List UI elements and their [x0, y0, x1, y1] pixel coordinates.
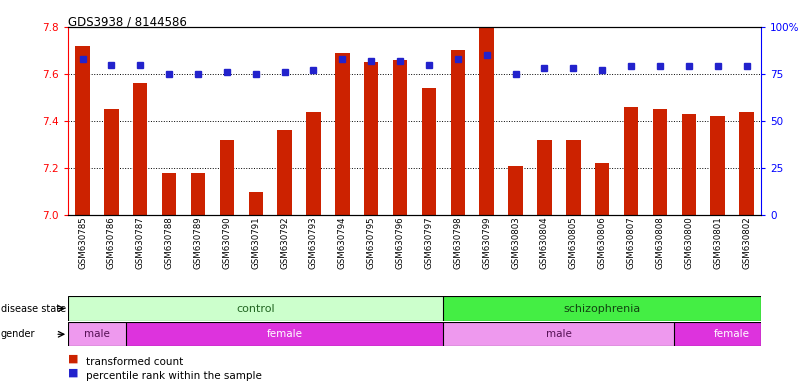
- Text: GSM630798: GSM630798: [453, 217, 462, 269]
- Text: GSM630803: GSM630803: [511, 217, 520, 270]
- Bar: [480, 27, 494, 384]
- Text: GSM630793: GSM630793: [309, 217, 318, 269]
- Text: GSM630796: GSM630796: [396, 217, 405, 269]
- Text: disease state: disease state: [1, 303, 66, 314]
- Text: GSM630795: GSM630795: [367, 217, 376, 269]
- Text: GSM630787: GSM630787: [135, 217, 145, 270]
- Text: GSM630802: GSM630802: [742, 217, 751, 270]
- Text: GSM630785: GSM630785: [78, 217, 87, 270]
- Text: GDS3938 / 8144586: GDS3938 / 8144586: [68, 15, 187, 28]
- Text: GSM630786: GSM630786: [107, 217, 116, 270]
- Text: ■: ■: [68, 354, 78, 364]
- Bar: [248, 192, 263, 384]
- Bar: [392, 60, 407, 384]
- Bar: [444, 296, 761, 321]
- Bar: [126, 322, 444, 346]
- Text: GSM630791: GSM630791: [252, 217, 260, 269]
- Text: transformed count: transformed count: [86, 357, 183, 367]
- Text: GSM630797: GSM630797: [425, 217, 433, 269]
- Bar: [75, 46, 90, 384]
- Text: GSM630790: GSM630790: [223, 217, 231, 269]
- Bar: [162, 173, 176, 384]
- Bar: [335, 53, 349, 384]
- Bar: [566, 140, 581, 384]
- Text: GSM630788: GSM630788: [165, 217, 174, 270]
- Text: percentile rank within the sample: percentile rank within the sample: [86, 371, 262, 381]
- Bar: [444, 322, 674, 346]
- Bar: [451, 50, 465, 384]
- Bar: [739, 111, 754, 384]
- Bar: [422, 88, 437, 384]
- Bar: [682, 114, 696, 384]
- Bar: [191, 173, 205, 384]
- Bar: [710, 116, 725, 384]
- Text: GSM630800: GSM630800: [684, 217, 694, 270]
- Text: GSM630807: GSM630807: [626, 217, 635, 270]
- Text: male: male: [84, 329, 110, 339]
- Bar: [104, 109, 119, 384]
- Text: gender: gender: [1, 329, 35, 339]
- Text: GSM630789: GSM630789: [194, 217, 203, 269]
- Text: control: control: [236, 303, 275, 314]
- Bar: [133, 83, 147, 384]
- Bar: [68, 296, 444, 321]
- Bar: [277, 130, 292, 384]
- Text: female: female: [714, 329, 750, 339]
- Bar: [537, 140, 552, 384]
- Text: ■: ■: [68, 367, 78, 377]
- Text: GSM630808: GSM630808: [655, 217, 664, 270]
- Text: male: male: [546, 329, 572, 339]
- Bar: [509, 166, 523, 384]
- Text: GSM630805: GSM630805: [569, 217, 578, 270]
- Bar: [624, 107, 638, 384]
- Bar: [68, 322, 126, 346]
- Bar: [364, 62, 378, 384]
- Text: GSM630806: GSM630806: [598, 217, 606, 270]
- Bar: [595, 163, 610, 384]
- Bar: [674, 322, 790, 346]
- Text: GSM630804: GSM630804: [540, 217, 549, 270]
- Text: GSM630794: GSM630794: [338, 217, 347, 269]
- Text: GSM630799: GSM630799: [482, 217, 491, 269]
- Bar: [653, 109, 667, 384]
- Bar: [219, 140, 234, 384]
- Text: GSM630792: GSM630792: [280, 217, 289, 269]
- Bar: [306, 111, 320, 384]
- Text: GSM630801: GSM630801: [713, 217, 723, 270]
- Text: schizophrenia: schizophrenia: [564, 303, 641, 314]
- Text: female: female: [267, 329, 303, 339]
